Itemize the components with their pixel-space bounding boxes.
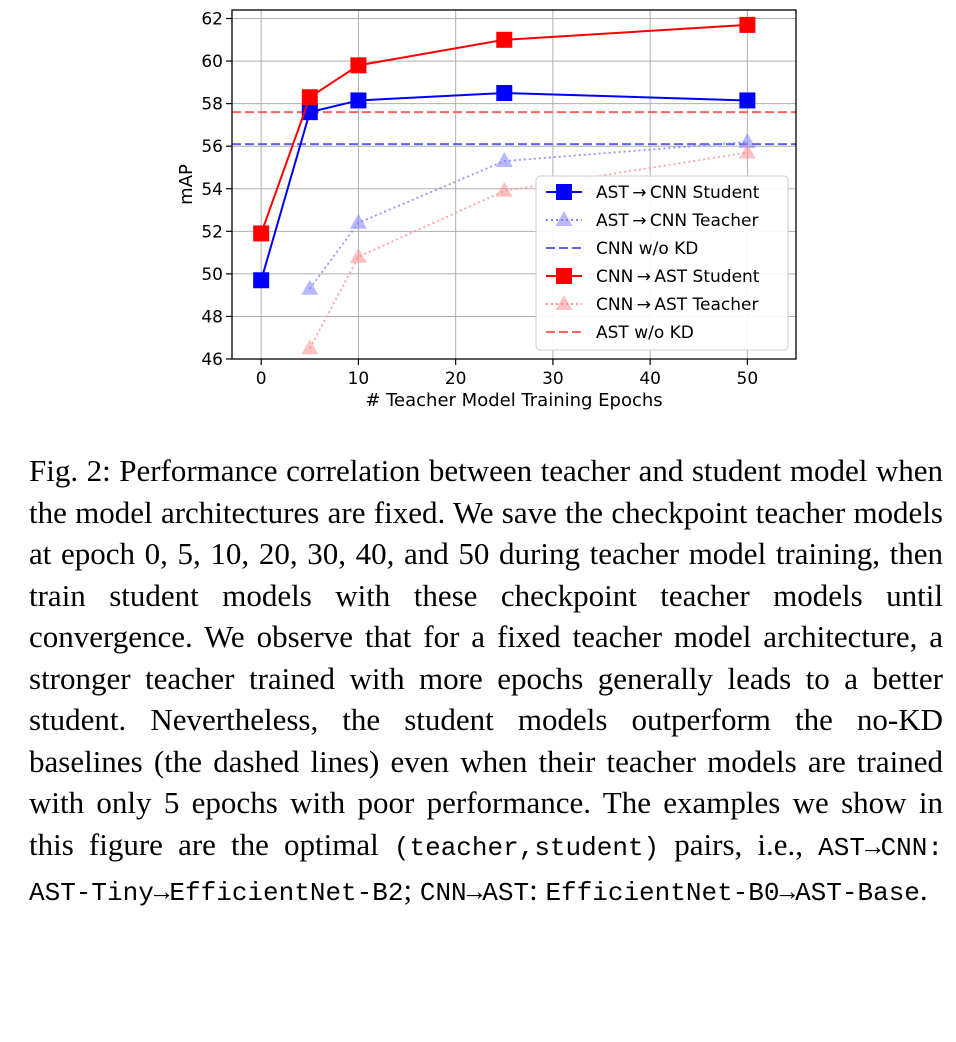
data-point <box>495 152 513 168</box>
legend-box <box>535 175 789 351</box>
x-tick-label: 30 <box>542 369 564 389</box>
legend-marker <box>555 211 573 226</box>
y-tick-label: 54 <box>201 180 223 200</box>
legend-item: CNN → AST Student <box>546 267 760 287</box>
data-point <box>496 31 513 48</box>
figure-caption: Fig. 2: Performance correlation between … <box>29 450 943 915</box>
caption-code-ast-cnn: AST→CNN: <box>818 832 943 863</box>
data-point <box>349 213 367 229</box>
data-point <box>253 225 270 242</box>
legend: AST → CNN Student AST → CNN Teacher CNN w/… <box>535 175 789 351</box>
legend-label: CNN → AST Teacher <box>596 295 759 315</box>
data-point <box>301 339 319 355</box>
x-tick-label: 20 <box>445 369 467 389</box>
data-point <box>496 84 513 101</box>
chart: 0 10 20 30 40 50 46 48 50 52 54 56 58 60 62 # Teacher … <box>176 9 797 411</box>
series-layer <box>253 16 756 355</box>
plot-frame <box>231 9 797 360</box>
legend-item: CNN w/o KD <box>546 239 698 259</box>
series-line-cnn-ast-teacher <box>308 151 748 349</box>
x-tick-label: 50 <box>737 369 759 389</box>
baseline-lines <box>232 111 796 146</box>
x-tick-label: 40 <box>639 369 661 389</box>
legend-label: CNN w/o KD <box>596 239 698 259</box>
data-point <box>350 92 367 109</box>
legend-marker <box>556 268 572 284</box>
x-tick-label: 0 <box>256 369 267 389</box>
data-point <box>739 92 756 109</box>
caption-text-4: ; <box>403 872 420 907</box>
data-point <box>301 89 318 106</box>
series-cnn-ast-teacher <box>301 143 756 355</box>
caption-code-pair: (teacher,student) <box>393 832 660 863</box>
legend-label: AST → CNN Teacher <box>596 211 759 231</box>
caption-code-ast-tiny: AST-Tiny→EfficientNet-B2 <box>29 878 404 908</box>
y-tick-label: 56 <box>201 137 223 157</box>
caption-text-1: Fig. 2: Performance correlation between … <box>29 453 943 862</box>
legend-marker <box>556 184 572 200</box>
legend-item: AST w/o KD <box>546 323 694 343</box>
legend-item: AST → CNN Teacher <box>546 211 759 231</box>
y-tick-label: 52 <box>201 222 223 242</box>
legend-marker <box>555 295 573 310</box>
data-point <box>739 16 756 33</box>
data-point <box>253 272 270 289</box>
caption-text-2: pairs, i.e., <box>659 826 819 862</box>
y-tick-label: 60 <box>201 52 223 72</box>
y-axis-label: mAP <box>176 164 197 205</box>
x-tick-label: 10 <box>348 369 370 389</box>
y-tick-label: 48 <box>201 307 223 327</box>
data-point <box>349 247 367 263</box>
x-axis-label: # Teacher Model Training Epochs <box>365 390 662 411</box>
y-tick-label: 50 <box>201 265 223 285</box>
y-tick-label: 46 <box>201 350 223 370</box>
legend-label: AST → CNN Student <box>596 183 760 203</box>
legend-item: AST → CNN Student <box>546 183 760 203</box>
series-cnn-ast-student <box>253 16 756 242</box>
data-point <box>738 132 756 148</box>
data-point <box>350 57 367 74</box>
y-tick-label: 62 <box>201 10 223 30</box>
caption-text-5: : <box>529 872 546 907</box>
caption-code-cnn-ast: CNN→AST <box>419 878 530 908</box>
legend-item: CNN → AST Teacher <box>546 295 759 315</box>
axis-ticks: 0 10 20 30 40 50 46 48 50 52 54 56 58 60 62 <box>201 10 758 389</box>
data-point <box>738 143 756 159</box>
data-point <box>495 181 513 197</box>
data-point <box>301 279 319 295</box>
series-ast-cnn-teacher <box>301 132 756 295</box>
series-line-ast-cnn-teacher <box>309 141 748 290</box>
legend-label: AST w/o KD <box>596 323 694 343</box>
y-tick-label: 58 <box>201 95 223 115</box>
legend-label: CNN → AST Student <box>596 267 760 287</box>
caption-code-efficientnet: EfficientNet-B0→AST-Base <box>545 878 920 908</box>
caption-text-6: . <box>919 872 928 907</box>
